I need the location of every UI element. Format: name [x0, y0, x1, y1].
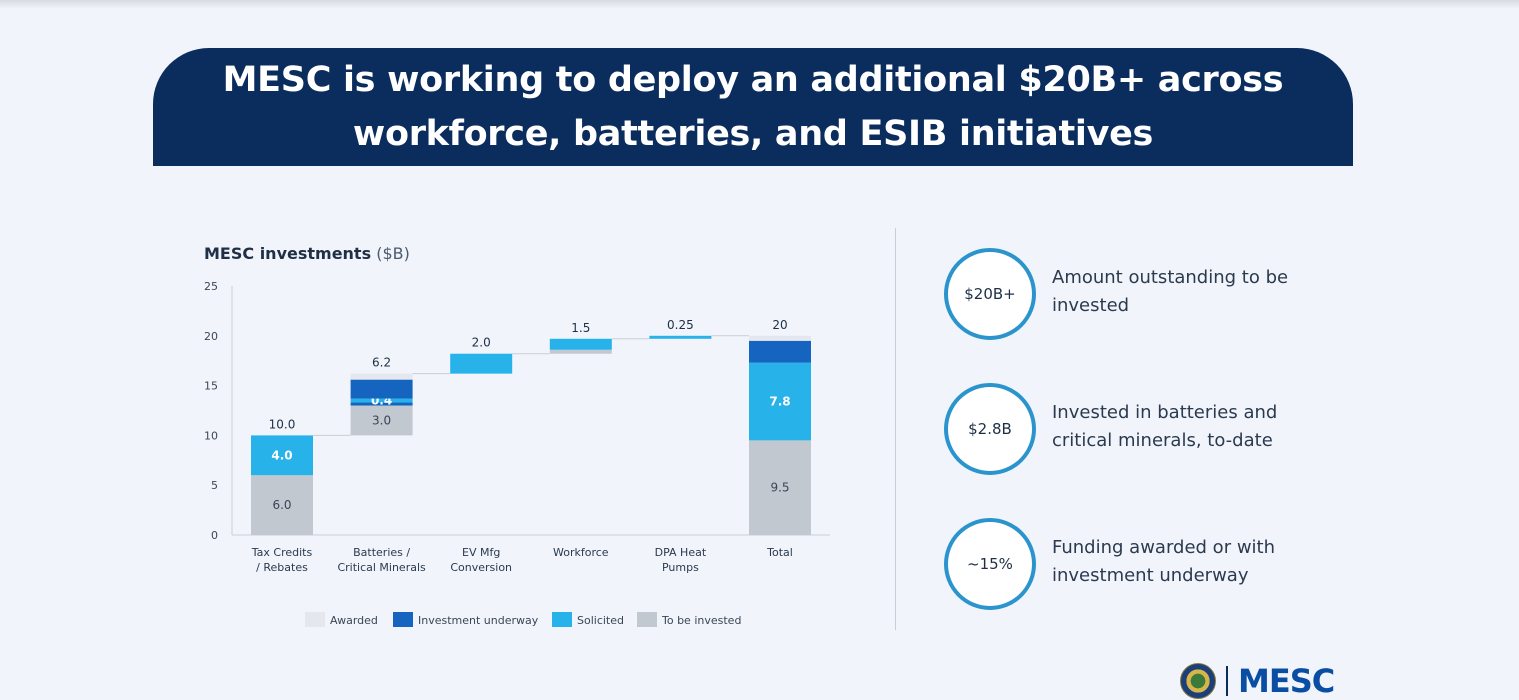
stat-outstanding-line-2: invested — [1052, 295, 1130, 316]
bar-segment-label: 4.0 — [271, 448, 292, 462]
stat-awarded-circle: ~15% — [944, 518, 1036, 610]
section-divider — [895, 228, 896, 630]
mesc-wordmark: MESC — [1238, 662, 1335, 700]
bar-segment-solicited — [350, 398, 413, 403]
bar-total-label: 1.5 — [571, 321, 590, 335]
x-tick-label: DPA Heat — [655, 546, 707, 559]
x-tick-label: Total — [766, 546, 793, 559]
bar-segment-investment-underway — [749, 340, 811, 363]
legend-label: Solicited — [577, 614, 624, 627]
stat-batteries: $2.8B Invested in batteries and critical… — [944, 383, 1384, 475]
y-tick-label: 10 — [204, 429, 218, 442]
stat-batteries-circle: $2.8B — [944, 383, 1036, 475]
stat-batteries-line-2: critical minerals, to-date — [1052, 430, 1273, 451]
bar-segment-to-be-invested — [549, 349, 612, 354]
bar-segment-awarded — [350, 373, 413, 380]
stat-batteries-text: Invested in batteries and critical miner… — [1052, 399, 1352, 455]
top-strip — [0, 0, 1519, 8]
stat-awarded-text: Funding awarded or with investment under… — [1052, 534, 1352, 590]
bar-segment-to-be-invested — [350, 405, 413, 436]
bar-segment-to-be-invested — [251, 475, 313, 535]
headline-banner: MESC is working to deploy an additional … — [153, 48, 1353, 166]
bar-segment-investment-underway — [350, 402, 413, 406]
y-tick-label: 5 — [211, 479, 218, 492]
bar-segment-solicited — [749, 362, 811, 441]
bar-segment-investment-underway — [350, 379, 413, 399]
bar-segment-to-be-invested — [749, 440, 811, 535]
stat-awarded-line-1: Funding awarded or with — [1052, 537, 1276, 558]
x-tick-label: Conversion — [450, 561, 512, 574]
legend-swatch-to-be-invested — [637, 612, 657, 627]
legend-swatch-solicited — [552, 612, 572, 627]
bar-segment-solicited — [251, 435, 313, 476]
legend-label: Awarded — [330, 614, 378, 627]
y-tick-label: 0 — [211, 529, 218, 542]
stat-outstanding-line-1: Amount outstanding to be — [1052, 267, 1289, 288]
y-tick-label: 25 — [204, 280, 218, 293]
x-tick-label: Workforce — [553, 546, 609, 559]
stat-outstanding-text: Amount outstanding to be invested — [1052, 264, 1352, 320]
stat-outstanding-circle: $20B+ — [944, 248, 1036, 340]
legend-label: To be invested — [661, 614, 741, 627]
stat-awarded: ~15% Funding awarded or with investment … — [944, 518, 1384, 610]
legend-swatch-investment-underway — [393, 612, 413, 627]
bar-total-label: 6.2 — [372, 356, 391, 370]
mesc-logo: MESC — [1180, 662, 1350, 700]
chart-title-unit: ($B) — [376, 244, 410, 263]
bar-total-label: 0.25 — [667, 318, 694, 332]
bar-segment-solicited — [549, 338, 612, 350]
waterfall-chart: 0 5 10 15 20 25 6.0 4.0 10.0 Tax Credits / Rebates… — [204, 280, 830, 627]
headline-line-2: workforce, batteries, and ESIB initiativ… — [352, 114, 1154, 154]
bar-total-label: 10.0 — [269, 417, 296, 431]
x-tick-label: Tax Credits — [251, 546, 313, 559]
stat-batteries-line-1: Invested in batteries and — [1052, 402, 1278, 423]
chart-title-text: MESC investments — [204, 244, 372, 263]
x-tick-label: Batteries / — [353, 546, 410, 559]
bar-segment-solicited — [450, 353, 513, 374]
bar-total-label: 2.0 — [472, 336, 491, 350]
doe-seal-icon — [1180, 663, 1216, 699]
legend-label: Investment underway — [418, 614, 539, 627]
bar-total-label: 20 — [772, 318, 787, 332]
bar-segment-label: 9.5 — [770, 481, 789, 495]
bar-segment-label: 3.0 — [372, 413, 391, 427]
y-tick-label: 15 — [204, 380, 218, 393]
bar-segment-label: 6.0 — [272, 498, 291, 512]
headline-line-1: MESC is working to deploy an additional … — [222, 60, 1284, 100]
chart-title: MESC investments ($B) — [204, 244, 410, 263]
x-tick-label: Critical Minerals — [337, 561, 426, 574]
x-tick-label: Pumps — [662, 561, 699, 574]
stat-awarded-line-2: investment underway — [1052, 565, 1249, 586]
stat-outstanding: $20B+ Amount outstanding to be invested — [944, 248, 1384, 340]
bar-segment-solicited — [649, 335, 712, 339]
x-tick-label: / Rebates — [256, 561, 308, 574]
legend-swatch-awarded — [305, 612, 325, 627]
bar-segment-awarded — [749, 335, 811, 341]
x-tick-label: EV Mfg — [462, 546, 500, 559]
bar-segment-label: 7.8 — [769, 395, 790, 409]
logo-separator — [1226, 666, 1228, 696]
y-tick-label: 20 — [204, 330, 218, 343]
